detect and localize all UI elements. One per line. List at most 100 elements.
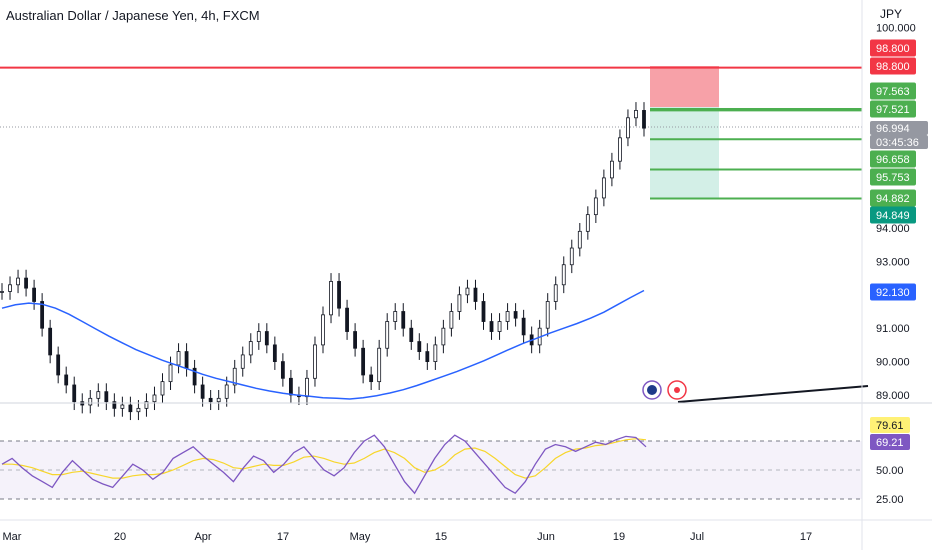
svg-text:92.130: 92.130 [876,287,910,299]
candle [136,407,141,413]
candle [64,374,69,386]
price-tick-label: 93.000 [876,256,910,268]
rsi-tick-label: 50.00 [876,465,904,477]
candle [409,327,414,342]
candle [232,367,237,386]
candle [216,397,221,403]
svg-text:03:45:36: 03:45:36 [876,137,919,149]
trend-line[interactable] [677,385,869,403]
time-tick-label: 15 [435,531,447,543]
candle [184,351,189,369]
candle [305,377,309,398]
candle [24,277,28,289]
candle [610,160,614,179]
candle [393,311,398,322]
svg-text:98.800: 98.800 [876,61,910,73]
candles [0,102,646,421]
candle [32,287,36,302]
svg-text:94.849: 94.849 [876,210,910,222]
candle [329,281,333,316]
candle [481,301,486,322]
candle [441,327,446,346]
candle [465,287,470,296]
candle [8,284,12,292]
rsi-tag-1: 69.21 [870,434,910,450]
candle [160,381,165,396]
candle [248,341,253,356]
rsi-axis[interactable]: 50.00 25.00 [876,465,904,506]
svg-text:69.21: 69.21 [876,437,904,449]
time-tick-label: 17 [800,531,812,543]
take-profit-zone [650,107,719,199]
candle [593,197,598,216]
price-tag-0: 98.800 [870,39,916,57]
candle [200,384,205,399]
candle [104,391,109,403]
candle [417,341,422,352]
time-tick-label: 17 [277,531,289,543]
svg-text:96.994: 96.994 [876,123,910,135]
moving-average-line [1,289,645,400]
candle [601,177,606,199]
candle [48,327,53,356]
candle [585,214,590,232]
candle [473,287,478,302]
price-tag-3: 97.521 [870,100,916,118]
candle [569,247,574,266]
news-event-icons[interactable] [642,380,687,400]
price-tag-10: 92.130 [870,283,916,301]
rsi-tick-label: 25.00 [876,494,904,506]
price-tag-9: 94.849 [870,206,916,224]
candle [264,331,269,346]
price-tick-label: 89.000 [876,390,910,402]
candle [361,347,366,376]
candle [425,351,430,362]
candle [96,391,101,399]
candle [513,311,518,319]
candle [385,321,390,349]
candle [88,397,93,406]
rsi-tag-0: 79.61 [870,417,910,433]
candle [577,230,582,249]
time-tick-label: 20 [114,531,126,543]
candle [545,301,550,329]
price-tick-label: 90.000 [876,357,910,369]
svg-text:95.753: 95.753 [876,172,910,184]
price-tag-7: 95.753 [870,168,916,186]
candle [618,137,622,162]
price-tag-6: 96.658 [870,150,916,168]
stop-loss-zone [650,66,719,107]
candle [0,291,4,293]
time-axis[interactable]: Mar 20 Apr 17 May 15 Jun 19 Jul 17 [3,531,813,543]
candle [321,314,325,346]
price-tick-label: 94.000 [876,223,910,235]
svg-text:79.61: 79.61 [876,420,904,432]
candle [40,301,45,329]
rsi-ma-line [2,438,647,479]
candle [561,264,566,286]
candle [353,331,358,349]
price-tick-label: 91.000 [876,323,910,335]
time-tick-label: Jun [537,531,555,543]
candle [224,384,229,399]
candle [313,344,317,379]
candle [272,344,277,362]
candle [337,281,341,309]
chart-title: Australian Dollar / Japanese Yen, 4h, FX… [6,8,260,23]
time-tick-label: May [350,531,371,543]
price-tag-5: 03:45:36 [870,135,928,149]
candle [377,347,382,383]
candle [176,351,181,366]
candle [128,404,133,413]
candle [497,321,502,332]
svg-text:97.521: 97.521 [876,104,910,116]
candle [256,331,261,342]
candle [288,377,293,396]
candle [120,404,125,409]
time-tick-label: 19 [613,531,625,543]
candle [192,367,197,386]
price-tick-label: 100.000 [876,23,916,35]
time-tick-label: Apr [194,531,211,543]
time-tick-label: Mar [3,531,22,543]
